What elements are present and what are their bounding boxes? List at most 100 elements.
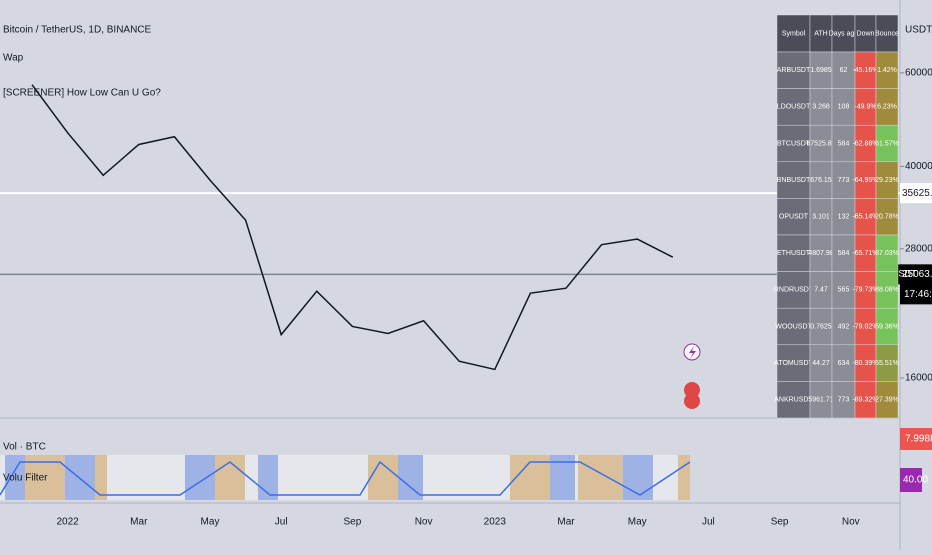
table-cell-text: 88.08% — [875, 287, 899, 294]
price-tag — [900, 264, 932, 305]
table-cell-text: -64.95% — [852, 177, 878, 184]
block — [5, 455, 25, 500]
axis-unit: USDT — [905, 25, 932, 36]
table-cell-text: 20.78% — [875, 214, 899, 221]
table-cell-text: -80.39% — [852, 360, 878, 367]
block — [578, 455, 623, 500]
x-tick-label: 2023 — [484, 517, 507, 528]
table-cell-text: 5961.71 — [808, 397, 833, 404]
table-cell-text: 7.47 — [814, 287, 828, 294]
filter-value: 40.00 — [903, 475, 928, 486]
x-tick-label: Jul — [275, 517, 288, 528]
filter-label: Volu Filter — [3, 473, 48, 484]
table-cell-text: BTCUSDT — [777, 140, 811, 147]
table-cell-text: 61.57% — [875, 140, 899, 147]
table-cell-text: 55.51% — [875, 360, 899, 367]
block — [678, 455, 690, 500]
block — [623, 455, 653, 500]
table-cell-text: ANKRUSDT — [774, 397, 813, 404]
table-cell-text: 773 — [838, 397, 850, 404]
table-cell-text: 3.101 — [812, 214, 830, 221]
table-cell-text: -79.02% — [852, 323, 878, 330]
table-cell-text: -89.32% — [852, 397, 878, 404]
filter-line — [0, 460, 691, 496]
x-tick-label: Mar — [130, 517, 148, 528]
volume-value: 7.998K — [905, 434, 932, 445]
table-cell-text: 29.23% — [875, 177, 899, 184]
icons — [683, 343, 701, 409]
table-cell — [776, 344, 811, 382]
table-header-text: Down — [857, 30, 875, 37]
table-cell-text: 87.03% — [875, 250, 899, 257]
table-cell-text: 67525.83 — [806, 140, 835, 147]
table-cell-text: 132 — [838, 214, 850, 221]
table-cell-text: -45.16% — [852, 67, 878, 74]
x-tick-label: Nov — [842, 517, 860, 528]
table-cell-text: 584 — [838, 250, 850, 257]
table-cell-text: 108 — [838, 104, 850, 111]
block — [368, 455, 398, 500]
table-cell-text: 1.42% — [877, 67, 897, 74]
price-tag-label: 25063.84 — [902, 269, 932, 280]
x-tick-label: Nov — [415, 517, 433, 528]
table-header-text: Days ago — [829, 30, 859, 37]
table-cell-text: 584 — [838, 140, 850, 147]
filter-tag — [900, 468, 922, 492]
x-tick-label: Sep — [344, 517, 362, 528]
volume-label: Vol · BTC — [3, 442, 46, 453]
table-cell-text: RNDRUSDT — [774, 287, 814, 294]
block — [185, 455, 215, 500]
table-cell-text: 565 — [838, 287, 850, 294]
indicator-label: [SCREENER] How Low Can U Go? — [3, 88, 161, 99]
x-tick-label: May — [201, 517, 220, 528]
x-tick-label: Jul — [702, 517, 715, 528]
event-icon — [684, 393, 700, 409]
table-cell-text: 3.268 — [812, 104, 830, 111]
block — [65, 455, 95, 500]
event-icon — [684, 382, 700, 398]
table-cell — [776, 124, 811, 163]
table-cell-text: 676.15 — [810, 177, 832, 184]
x-tick-label: Sep — [771, 517, 789, 528]
table-cell-text: ARBUSDT — [777, 67, 811, 74]
table-cell-text: 6.23% — [877, 104, 897, 111]
filter-pane — [0, 455, 691, 500]
table-cell-text: WOOUSDT — [775, 323, 812, 330]
price-tag-label: 35625.80 — [902, 188, 932, 199]
lightning-glyph — [689, 346, 696, 359]
table-cell — [776, 88, 811, 126]
table-cell-text: -65.14% — [852, 214, 878, 221]
countdown: 17:46:18 — [904, 289, 932, 300]
table-cell-text: 0.7625 — [810, 323, 832, 330]
table-cell-text: OPUSDT — [779, 214, 809, 221]
table-header-text: Bounce — [875, 30, 899, 37]
table-header-text: Symbol — [782, 30, 806, 37]
table-header-cell — [776, 14, 811, 53]
table-cell — [776, 234, 811, 272]
table-cell-text: 59.36% — [875, 323, 899, 330]
table-cell-text: ETHUSDT — [777, 250, 811, 257]
x-tick-label: May — [628, 517, 647, 528]
price-line-series — [31, 84, 674, 371]
table-cell-text: 492 — [838, 323, 850, 330]
x-tick-label: Mar — [557, 517, 575, 528]
table-cell-text: BNBUSDT — [777, 177, 811, 184]
y-tick-label: 16000.00 — [905, 373, 932, 384]
symbol-title: Bitcoin / TetherUS, 1D, BINANCE — [3, 25, 152, 36]
block — [398, 455, 423, 500]
price-tag — [900, 183, 932, 204]
table-cell-text: -65.71% — [852, 250, 878, 257]
table-cell-text: 4807.98 — [808, 250, 833, 257]
block — [95, 455, 107, 500]
table-cell-text: -79.73% — [852, 287, 878, 294]
table-cell-text: 44.27 — [812, 360, 830, 367]
table-cell-text: ATOMUSDT — [774, 360, 813, 367]
y-tick-label: 40000.00 — [905, 161, 932, 172]
x-tick-label: 2022 — [56, 517, 79, 528]
y-tick-label: 28000.00 — [905, 243, 932, 254]
table-cell — [875, 381, 899, 419]
table-cell-text: LDOUSDT — [777, 104, 811, 111]
table-cell-text: 62 — [840, 67, 848, 74]
